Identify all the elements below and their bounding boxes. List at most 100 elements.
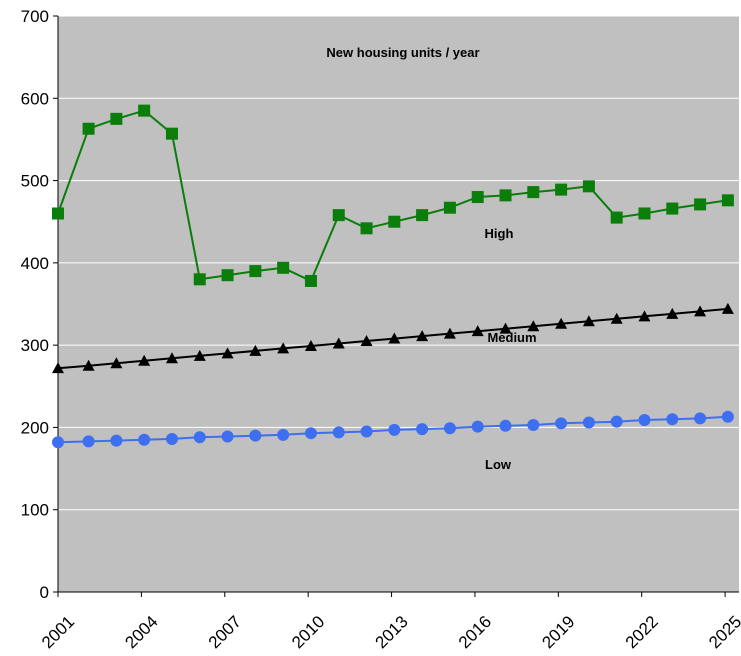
data-point-high: [165, 127, 178, 140]
data-point-low: [721, 410, 734, 423]
data-point-medium: [52, 362, 64, 374]
data-point-high: [193, 273, 206, 286]
data-point-medium: [332, 337, 345, 349]
data-point-medium: [471, 325, 484, 337]
data-point-high: [721, 194, 734, 207]
data-point-high: [527, 186, 540, 199]
data-point-high: [332, 209, 345, 222]
data-point-medium: [416, 330, 429, 342]
x-tick-label: 2001: [38, 612, 78, 652]
axes: [57, 16, 739, 593]
data-point-medium: [638, 310, 651, 322]
x-tick-label: 2013: [372, 612, 412, 652]
data-point-low: [471, 420, 484, 433]
data-point-high: [694, 198, 707, 211]
data-point-low: [694, 412, 707, 425]
x-tick-label: 2010: [288, 612, 328, 652]
data-point-low: [82, 435, 95, 448]
data-point-high: [416, 209, 429, 222]
data-point-low: [638, 414, 651, 427]
data-point-high: [471, 191, 484, 204]
data-point-low: [416, 423, 429, 436]
data-point-high: [138, 104, 151, 117]
data-point-low: [138, 433, 151, 446]
data-point-medium: [304, 339, 317, 351]
data-point-medium: [610, 312, 623, 324]
data-point-medium: [82, 359, 95, 371]
plot-area: [58, 16, 739, 592]
data-point-low: [555, 417, 568, 430]
data-point-low: [443, 422, 456, 435]
data-point-high: [221, 269, 234, 282]
data-point-high: [499, 189, 512, 202]
data-point-medium: [138, 354, 151, 366]
x-tick-label: 2004: [121, 612, 161, 652]
data-point-high: [52, 207, 64, 220]
data-point-medium: [360, 335, 373, 347]
data-point-medium: [249, 344, 262, 356]
data-point-high: [666, 202, 679, 215]
data-point-high: [443, 201, 456, 214]
x-tick-label: 2019: [538, 612, 578, 652]
y-tick-label: 500: [21, 172, 49, 191]
data-point-medium: [110, 357, 123, 369]
x-tick-label: 2022: [622, 612, 662, 652]
data-point-low: [610, 415, 623, 428]
data-point-medium: [499, 322, 512, 334]
data-point-low: [193, 431, 206, 444]
data-point-low: [165, 432, 178, 445]
data-point-low: [666, 413, 679, 426]
data-point-high: [582, 180, 595, 193]
data-point-low: [304, 427, 317, 440]
data-point-high: [555, 183, 568, 196]
data-point-high: [610, 211, 623, 224]
data-point-high: [388, 215, 401, 228]
data-point-medium: [666, 307, 679, 319]
gridlines: [53, 15, 739, 597]
data-point-medium: [694, 305, 707, 317]
data-point-high: [360, 222, 373, 235]
data-point-low: [110, 434, 123, 447]
data-point-medium: [582, 315, 595, 327]
data-point-low: [388, 423, 401, 436]
data-point-low: [527, 418, 540, 431]
x-tick-label: 2007: [205, 612, 245, 652]
data-point-low: [52, 436, 64, 449]
data-point-low: [249, 429, 262, 442]
data-point-low: [360, 425, 373, 438]
data-point-medium: [277, 342, 290, 354]
data-point-high: [249, 265, 262, 278]
series-label-high: High: [485, 226, 514, 241]
y-tick-label: 400: [21, 254, 49, 273]
data-point-low: [332, 426, 345, 439]
data-point-high: [110, 112, 123, 125]
data-point-medium: [443, 327, 456, 339]
y-tick-label: 200: [21, 418, 49, 437]
x-tick-label: 2025: [705, 612, 741, 652]
data-point-low: [582, 416, 595, 429]
data-point-high: [82, 122, 95, 135]
data-point-medium: [165, 352, 178, 364]
data-point-medium: [527, 320, 540, 332]
x-tick-label: 2016: [455, 612, 495, 652]
series-label-low: Low: [485, 457, 512, 472]
data-point-low: [221, 430, 234, 443]
y-tick-label: 600: [21, 89, 49, 108]
y-tick-label: 0: [40, 583, 49, 602]
x-tick-labels: 2001 2004 2007 2010 2013 2016 2019 2022 2025: [38, 612, 741, 652]
y-tick-labels: 0 100 200 300 400 500 600 700: [21, 7, 49, 602]
y-tick-label: 700: [21, 7, 49, 26]
chart-title: New housing units / year: [326, 45, 479, 60]
data-point-medium: [388, 332, 401, 344]
data-point-low: [277, 428, 290, 441]
data-point-medium: [221, 347, 234, 359]
data-point-medium: [193, 349, 206, 361]
data-point-high: [304, 274, 317, 287]
data-point-medium: [555, 317, 568, 329]
y-tick-label: 100: [21, 501, 49, 520]
series-layer: [52, 104, 734, 449]
data-point-low: [499, 419, 512, 432]
data-point-medium: [721, 302, 734, 314]
data-point-high: [638, 207, 651, 220]
